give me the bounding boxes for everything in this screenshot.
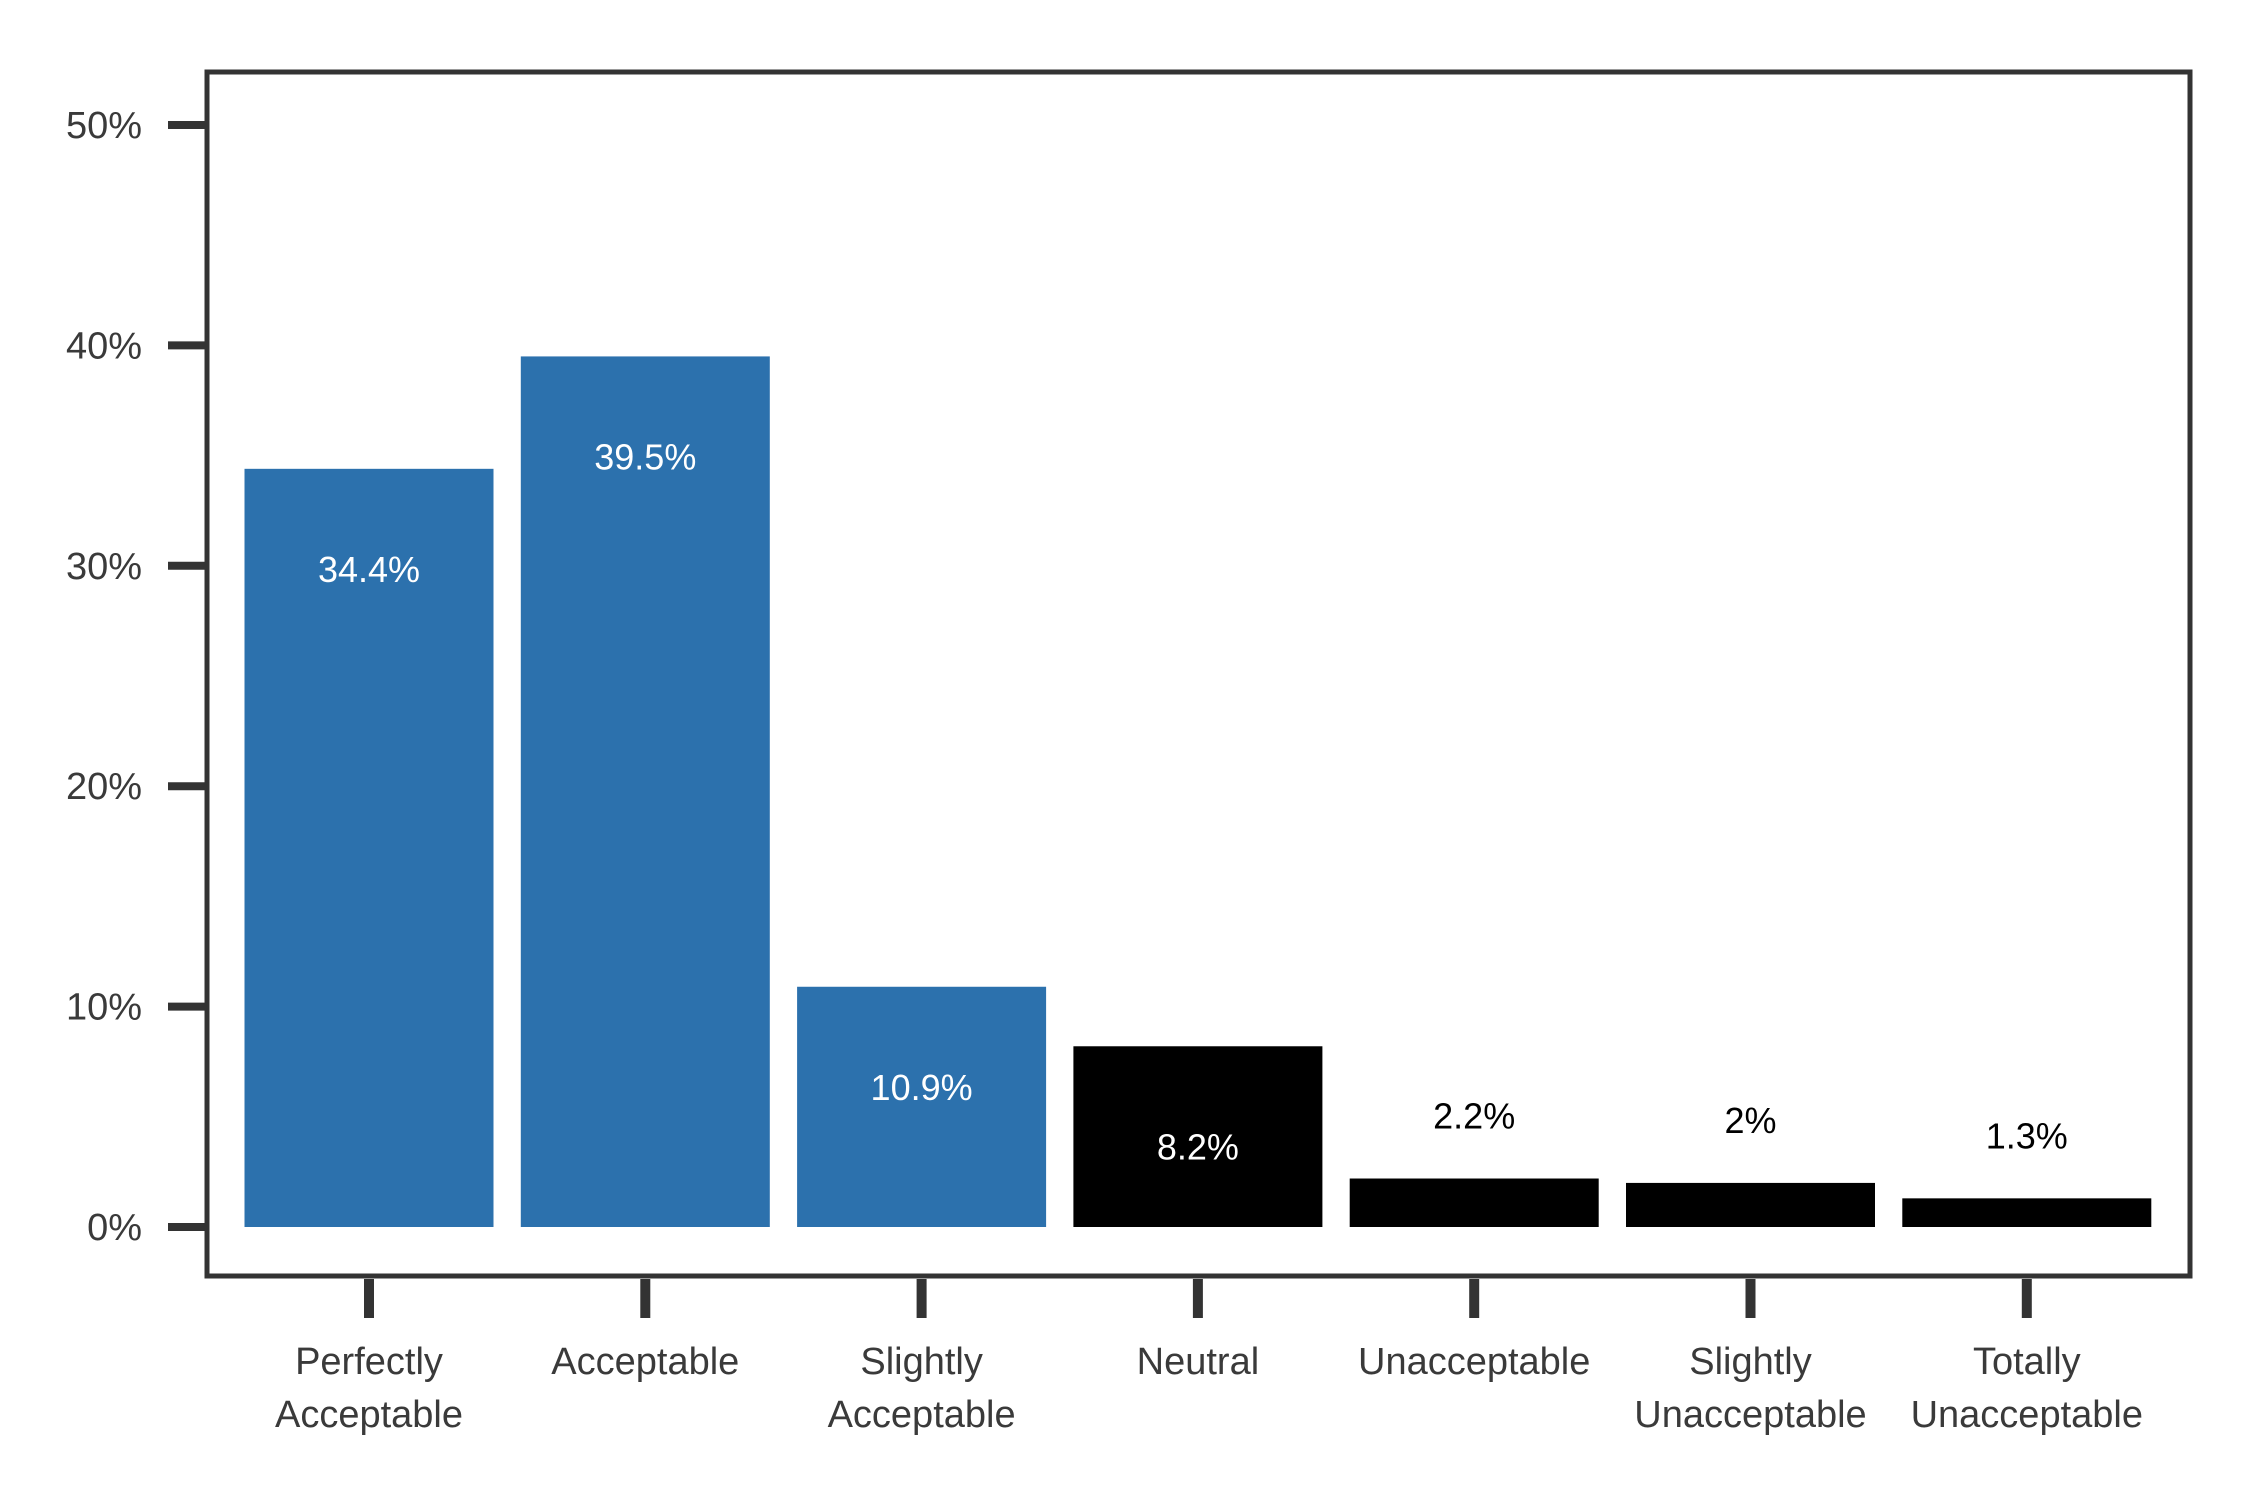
x-tick-label: Totally Unacceptable — [1911, 1341, 2143, 1436]
y-tick-label: 10% — [66, 987, 142, 1029]
x-tick-label-line: Unacceptable — [1911, 1394, 2143, 1436]
y-axis: 0% 10% 20% 30% 40% 50% — [66, 105, 205, 1249]
y-tick-label: 30% — [66, 546, 142, 588]
y-tick-label: 40% — [66, 325, 142, 367]
x-tick-label-line: Neutral — [1137, 1341, 1260, 1383]
bar-value-label: 8.2% — [1157, 1126, 1239, 1167]
bar — [1073, 1046, 1323, 1227]
x-tick-label-line: Acceptable — [275, 1394, 463, 1436]
x-tick-label-line: Slightly — [1689, 1341, 1812, 1383]
x-tick-label: Slightly Acceptable — [828, 1341, 1016, 1436]
x-tick-label-line: Unacceptable — [1634, 1394, 1866, 1436]
bar — [520, 356, 770, 1227]
y-tick-label: 50% — [66, 105, 142, 147]
x-tick-label: Perfectly Acceptable — [275, 1341, 463, 1436]
bar — [244, 468, 494, 1228]
bar — [1902, 1198, 2152, 1227]
bars-group: 34.4% 39.5% 10.9% 8.2% 2.2% 2% 1.3% — [244, 356, 2152, 1228]
bar — [1349, 1178, 1599, 1227]
x-tick-label: Unacceptable — [1358, 1341, 1590, 1383]
bar-value-label: 1.3% — [1986, 1115, 2068, 1156]
y-tick-label: 0% — [87, 1207, 142, 1249]
y-tick-label: 20% — [66, 766, 142, 808]
bar-value-label: 2% — [1724, 1100, 1776, 1141]
x-tick-label-line: Totally — [1973, 1341, 2081, 1383]
bar-value-label: 2.2% — [1433, 1096, 1515, 1137]
x-tick-label-line: Slightly — [860, 1341, 983, 1383]
x-tick-label-line: Unacceptable — [1358, 1341, 1590, 1383]
bar — [1626, 1182, 1875, 1227]
x-tick-label: Slightly Unacceptable — [1634, 1341, 1866, 1436]
bar — [797, 986, 1047, 1227]
x-tick-label-line: Acceptable — [551, 1341, 739, 1383]
bar-value-label: 39.5% — [594, 436, 696, 477]
plot-frame — [204, 69, 2193, 1279]
x-tick-label-line: Acceptable — [828, 1394, 1016, 1436]
x-axis: Perfectly Acceptable Acceptable Slightly Acc… — [275, 1279, 2143, 1436]
bar-value-label: 10.9% — [871, 1067, 973, 1108]
x-tick-label-line: Perfectly — [295, 1341, 443, 1383]
bar-value-label: 34.4% — [318, 549, 420, 590]
x-tick-label: Acceptable — [551, 1341, 739, 1383]
x-tick-label: Neutral — [1137, 1341, 1260, 1383]
